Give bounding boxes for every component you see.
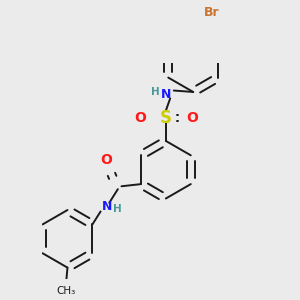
Text: O: O [134, 111, 146, 125]
Text: O: O [100, 153, 112, 167]
Text: CH₃: CH₃ [56, 286, 76, 296]
Text: Br: Br [204, 6, 220, 19]
Text: H: H [152, 87, 160, 97]
Text: N: N [160, 88, 171, 100]
Text: S: S [160, 109, 172, 127]
Text: H: H [113, 204, 122, 214]
Text: N: N [102, 200, 112, 213]
Text: O: O [186, 111, 198, 125]
